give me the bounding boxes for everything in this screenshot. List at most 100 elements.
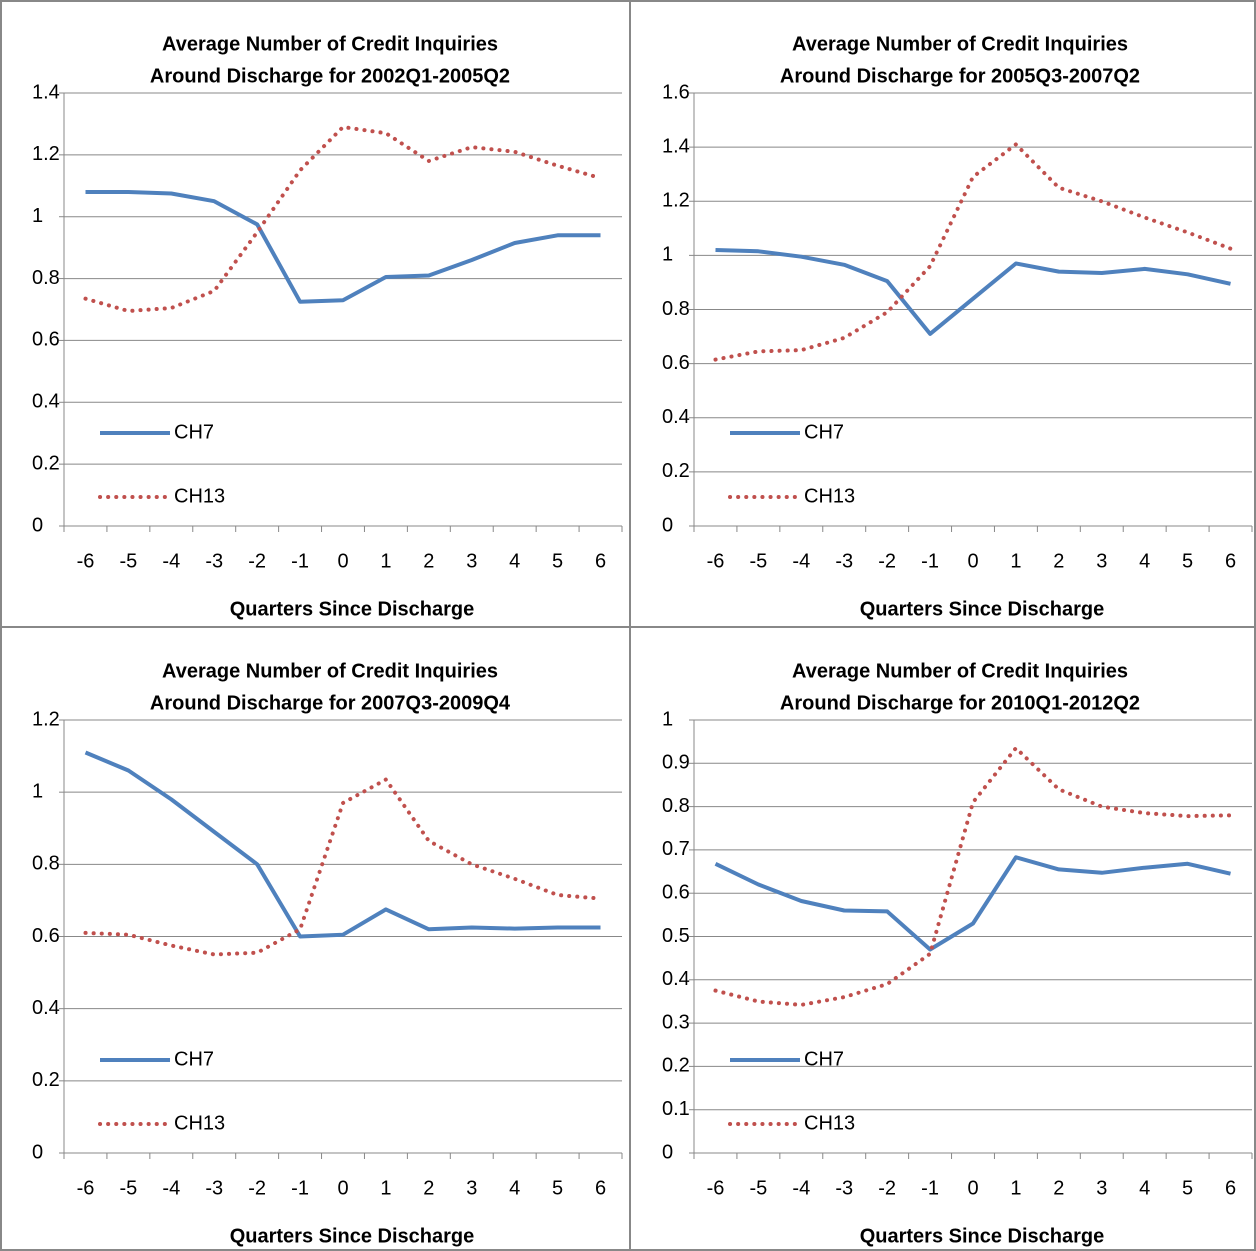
x-tick-label: 5 [1182,550,1193,572]
data-line [713,746,1233,1007]
x-tick-label: 4 [509,1177,520,1199]
x-tick-label: 0 [967,1177,978,1199]
x-tick-label: 3 [466,550,477,572]
chart-panel: Average Number of Credit Inquiries Around… [32,660,623,1247]
x-tick-label: -3 [835,550,853,572]
x-tick-label: 0 [967,550,978,572]
legend-label: CH13 [804,1112,855,1134]
chart-title: Around Discharge for 2005Q3-2007Q2 [780,65,1140,87]
x-axis-title: Quarters Since Discharge [230,598,475,620]
y-tick-label: 0.2 [32,1069,60,1091]
x-tick-label: 0 [337,550,348,572]
y-tick-label: 0.8 [662,298,690,320]
y-tick-label: 0.4 [662,968,690,990]
data-line [85,190,601,304]
x-tick-label: -4 [162,1177,180,1199]
x-tick-label: -2 [878,1177,896,1199]
x-tick-label: -1 [921,1177,939,1199]
legend-label: CH7 [804,421,844,443]
x-tick-label: -5 [119,1177,137,1199]
chart-panel: Average Number of Credit Inquiries Around… [32,33,623,620]
data-line [83,125,603,313]
x-tick-label: 0 [337,1177,348,1199]
x-tick-label: -4 [162,550,180,572]
x-tick-label: -2 [248,1177,266,1199]
x-tick-label: 4 [1139,1177,1150,1199]
x-tick-label: -2 [878,550,896,572]
y-tick-label: 0.8 [662,795,690,817]
chart-title: Average Number of Credit Inquiries [162,660,498,682]
y-tick-label: 1 [662,244,673,266]
y-tick-label: 0 [662,514,673,536]
x-tick-label: 1 [1010,550,1021,572]
x-tick-label: -1 [921,550,939,572]
x-tick-label: 2 [423,550,434,572]
legend-label: CH7 [804,1048,844,1070]
y-tick-label: 0.7 [662,838,690,860]
chart-panel: Average Number of Credit Inquiries Around… [662,33,1253,620]
x-axis-title: Quarters Since Discharge [230,1225,475,1247]
x-tick-label: 6 [1225,1177,1236,1199]
x-tick-label: -4 [792,550,810,572]
y-tick-label: 0.4 [32,997,60,1019]
y-tick-label: 1.2 [32,143,60,165]
y-tick-label: 0.9 [662,752,690,774]
y-tick-label: 1 [32,780,43,802]
y-tick-label: 1 [662,708,673,730]
y-tick-label: 1.2 [662,190,690,212]
x-tick-label: -5 [119,550,137,572]
x-tick-label: -6 [77,1177,95,1199]
x-tick-label: 6 [1225,550,1236,572]
y-tick-label: 0.6 [662,881,690,903]
data-line [714,855,1231,952]
x-tick-label: 3 [1096,1177,1107,1199]
y-tick-label: 0.2 [32,452,60,474]
chart-title: Average Number of Credit Inquiries [162,33,498,55]
x-tick-label: -2 [248,550,266,572]
y-tick-label: 0 [662,1141,673,1163]
y-tick-label: 1.2 [32,708,60,730]
chart-title: Average Number of Credit Inquiries [792,33,1128,55]
y-tick-label: 1.4 [32,81,60,103]
x-axis-title: Quarters Since Discharge [860,1225,1105,1247]
y-tick-label: 0 [32,514,43,536]
y-tick-label: 0.5 [662,925,690,947]
x-tick-label: 1 [1010,1177,1021,1199]
x-tick-label: 5 [552,1177,563,1199]
x-tick-label: 5 [1182,1177,1193,1199]
x-tick-label: 3 [466,1177,477,1199]
chart-title: Around Discharge for 2010Q1-2012Q2 [780,692,1140,714]
x-tick-label: -6 [707,1177,725,1199]
x-tick-label: -3 [205,550,223,572]
y-tick-label: 0.6 [32,925,60,947]
legend-label: CH13 [804,485,855,507]
x-tick-label: 1 [380,1177,391,1199]
y-tick-label: 0.4 [32,391,60,413]
legend-label: CH7 [174,421,214,443]
y-tick-label: 0.6 [662,352,690,374]
chart-panel: Average Number of Credit Inquiries Around… [662,660,1253,1247]
x-tick-label: -1 [291,550,309,572]
x-tick-label: -5 [749,550,767,572]
chart-title: Around Discharge for 2002Q1-2005Q2 [150,65,510,87]
x-tick-label: -1 [291,1177,309,1199]
x-tick-label: -5 [749,1177,767,1199]
y-tick-label: 0.1 [662,1098,690,1120]
x-tick-label: 2 [1053,1177,1064,1199]
y-tick-label: 0 [32,1141,43,1163]
x-tick-label: 1 [380,550,391,572]
y-tick-label: 1.6 [662,81,690,103]
y-tick-label: 0.8 [32,267,60,289]
x-tick-label: -3 [835,1177,853,1199]
x-tick-label: 4 [1139,550,1150,572]
x-tick-label: -6 [77,550,95,572]
legend-label: CH13 [174,1112,225,1134]
x-tick-label: -3 [205,1177,223,1199]
y-tick-label: 0.2 [662,460,690,482]
data-line [715,248,1231,336]
legend-label: CH13 [174,485,225,507]
y-tick-label: 0.3 [662,1011,690,1033]
x-tick-label: 5 [552,550,563,572]
y-tick-label: 1.4 [662,135,690,157]
